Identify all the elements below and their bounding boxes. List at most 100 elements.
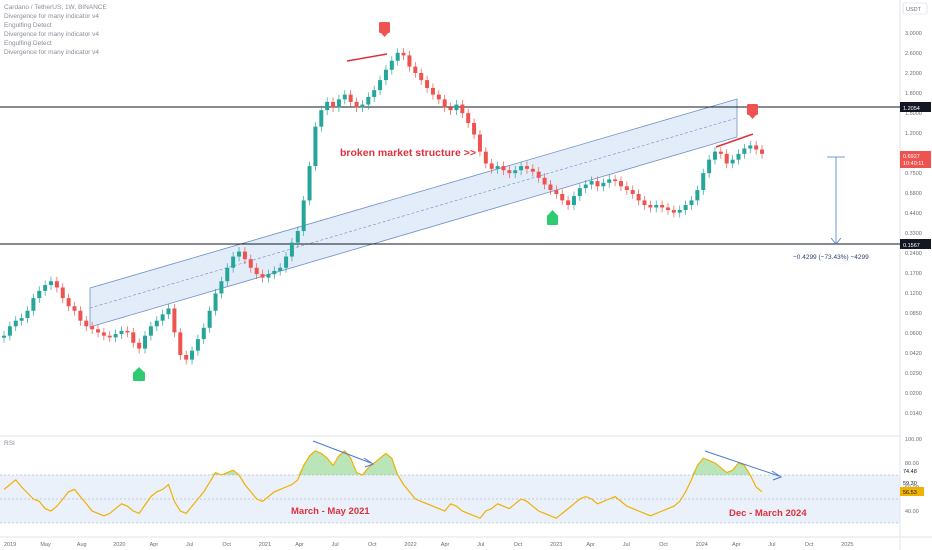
candle-body: [571, 196, 576, 206]
candle-body: [542, 177, 547, 185]
chart-legend: Cardano / TetherUS, 1W, BINANCE Divergen…: [4, 4, 108, 56]
rsi-label: RSI: [4, 440, 15, 447]
candle-body: [319, 110, 324, 127]
candle-body: [19, 318, 24, 321]
time-tick-21: Jul: [768, 542, 775, 548]
price-tick-1: 2.6000: [905, 51, 922, 57]
candle-body: [760, 149, 764, 154]
time-tick-22: Oct: [805, 542, 814, 548]
candle-body: [513, 170, 518, 174]
time-tick-14: Oct: [514, 542, 523, 548]
candle-body: [295, 231, 300, 243]
candle-body: [54, 281, 59, 288]
candle-body: [237, 251, 242, 257]
candle-body: [25, 310, 30, 319]
candle-body: [460, 104, 465, 114]
candle-body: [331, 101, 336, 108]
time-tick-8: Apr: [295, 542, 304, 548]
rsi-value-1: 74.48: [903, 469, 917, 475]
candle-body: [501, 166, 506, 171]
currency-label: USDT: [906, 7, 922, 13]
price-tick-3: 1.8000: [905, 91, 922, 97]
candle-body: [90, 326, 95, 330]
candle-body: [660, 205, 665, 208]
candle-body: [589, 181, 594, 185]
candle-body: [72, 306, 77, 311]
measure-tool: [827, 156, 845, 245]
candle-body: [195, 339, 200, 351]
candle-body: [466, 113, 471, 123]
time-tick-12: Apr: [441, 542, 450, 548]
candle-body: [712, 151, 717, 160]
candle-body: [754, 145, 759, 150]
candle-body: [624, 186, 629, 191]
candle-body: [407, 55, 412, 67]
rsi-value-3-tag: [900, 487, 924, 496]
time-tick-17: Jul: [623, 542, 630, 548]
candle-body: [248, 259, 253, 268]
candle-body: [160, 314, 165, 321]
time-tick-5: Jul: [186, 542, 193, 548]
time-axis-ticks: 2019 May Aug 2020 Apr Jul Oct 2021 Apr Jul Oct 2022…: [4, 542, 853, 548]
candle-body: [60, 287, 65, 299]
time-tick-20: Apr: [732, 542, 741, 548]
time-tick-16: Apr: [586, 542, 595, 548]
candle-body: [389, 60, 394, 70]
candle-body: [454, 104, 459, 111]
candle-body: [272, 270, 277, 275]
price-tick-8: 0.5800: [905, 191, 922, 197]
candle-body: [289, 242, 294, 257]
candle-body: [13, 320, 18, 327]
candle-body: [718, 151, 723, 154]
price-tick-18: 0.0200: [905, 391, 922, 397]
candle-body: [166, 308, 171, 315]
buy-signal-badge-2020[interactable]: [133, 367, 145, 381]
candle-body: [683, 205, 688, 210]
candle-body: [701, 173, 706, 191]
candle-body: [648, 205, 653, 208]
candle-body: [524, 166, 529, 169]
candle-body: [395, 52, 400, 61]
candle-body: [154, 320, 159, 327]
price-tick-5: 1.2000: [905, 131, 922, 137]
candle-body: [671, 209, 676, 213]
rsi-tick-3: 40.00: [905, 509, 919, 515]
currency-badge[interactable]: [902, 2, 928, 15]
rsi-overbought-fill: [4, 451, 762, 475]
sell-signal-badge-2021[interactable]: [379, 22, 390, 37]
time-tick-10: Oct: [368, 542, 377, 548]
rsi-divergence-arrow-2024: [704, 450, 780, 477]
time-tick-4: Apr: [150, 542, 159, 548]
candle-body: [125, 330, 130, 333]
candle-body: [419, 72, 424, 81]
candle-body: [254, 267, 259, 275]
current-price-tag: [900, 151, 931, 168]
candle-body: [342, 94, 347, 100]
indicator-legend-4: Engulfing Detect: [4, 40, 52, 47]
price-tick-13: 0.1200: [905, 291, 922, 297]
candle-body: [325, 101, 330, 111]
candle-body: [201, 327, 206, 340]
candle-body: [225, 267, 230, 282]
candle-body: [489, 163, 494, 169]
candle-body: [84, 320, 89, 327]
price-tick-16: 0.0420: [905, 351, 922, 357]
measure-label: −0.4299 (−73.43%) −4299: [793, 254, 869, 261]
candle-body: [107, 335, 112, 338]
candle-body: [607, 179, 612, 183]
candle-body: [436, 94, 441, 100]
price-axis-ticks: 3.00002.60002.20001.80001.50001.20000.95…: [905, 31, 922, 417]
candle-body: [372, 90, 377, 97]
candle-body: [724, 153, 729, 164]
candle-body: [665, 207, 670, 210]
candle-body: [148, 326, 153, 336]
rsi-period-2021: March - May 2021: [291, 506, 370, 517]
candle-body: [654, 205, 659, 208]
buy-signal-badge-2022[interactable]: [547, 210, 558, 225]
sell-signal-badge-2024[interactable]: [747, 104, 758, 119]
candle-body: [278, 267, 283, 271]
candle-body: [601, 182, 606, 187]
candle-body: [49, 281, 54, 286]
divergence-line-2024: [715, 133, 754, 148]
